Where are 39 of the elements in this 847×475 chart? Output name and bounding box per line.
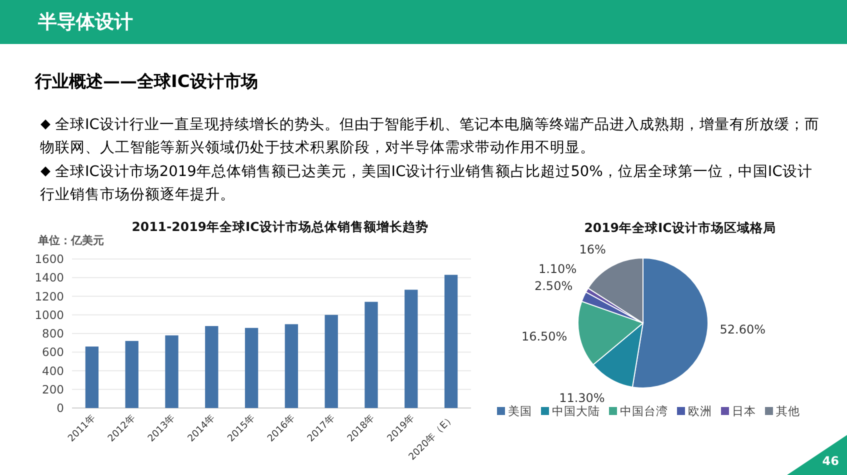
y-tick-label: 1400	[34, 270, 64, 285]
text: 全球IC设计行业一直呈现持续增长的势头。但由于智能手机、笔记本电脑等终端产品进入成熟期，增量有所放缓；而物联网、人工智能等新兴领域仍处于技术积累阶段，对半导体需求带动作用不明显。	[40, 117, 820, 156]
legend-label: 欧洲	[688, 404, 712, 418]
data-label: 16.50%	[521, 330, 568, 344]
data-label: 1.10%	[538, 262, 577, 276]
bar	[165, 335, 178, 408]
y-tick-label: 1600	[34, 252, 64, 266]
y-tick-label: 0	[56, 401, 64, 415]
bar	[324, 314, 338, 408]
bar	[125, 340, 138, 408]
data-label: 2.50%	[534, 278, 573, 293]
legend-label: 中国台湾	[620, 404, 668, 418]
y-axis-title: 单位：亿美元	[37, 234, 104, 247]
text: 46	[822, 454, 839, 468]
bar	[444, 274, 458, 408]
text: 全球IC设计市场2019年总体销售额已达美元，美国IC设计行业销售额占比超过50%，位居全球第一位，中国IC设计行业销售市场份额逐年提升。	[40, 164, 812, 203]
bar	[85, 346, 99, 408]
bar	[364, 302, 378, 408]
legend-label: 中国大陆	[552, 404, 600, 418]
legend-label: 日本	[732, 404, 756, 418]
y-tick-label: 200	[42, 382, 64, 396]
y-tick-label: 600	[42, 345, 64, 360]
text: 半导体设计	[38, 10, 133, 35]
y-tick-label: 400	[42, 364, 64, 378]
chart-title: 2011-2019年全球IC设计市场总体销售额增长趋势	[132, 219, 428, 234]
bar	[404, 290, 418, 408]
data-label: 52.60%	[720, 322, 766, 336]
bar	[244, 328, 258, 408]
data-label: 16%	[579, 242, 606, 257]
bar	[205, 326, 218, 408]
y-tick-label: 1200	[34, 289, 64, 304]
text: 行业概述——全球IC设计市场	[35, 71, 258, 93]
y-tick-label: 800	[42, 326, 64, 340]
legend-label: 其他	[776, 404, 800, 418]
y-tick-label: 1000	[34, 308, 64, 322]
chart-title: 2019年全球IC设计市场区域格局	[584, 220, 776, 235]
bar	[284, 324, 298, 408]
data-label: 11.30%	[559, 390, 605, 405]
legend-label: 美国	[508, 404, 532, 418]
